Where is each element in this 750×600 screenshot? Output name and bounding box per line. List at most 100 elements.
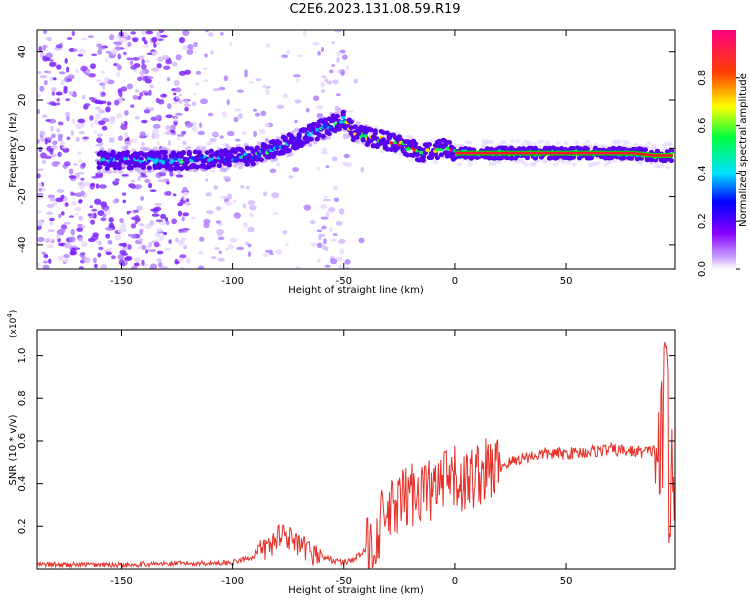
speckle-dot [95, 113, 102, 120]
speckle-dot [325, 211, 330, 217]
speckle-dot [92, 257, 97, 264]
speckle-dot [175, 54, 182, 61]
ridge-dot [368, 127, 374, 133]
speckle-dot [276, 104, 285, 110]
speckle-dot [259, 128, 266, 135]
speckle-dot [172, 61, 178, 67]
speckle-dot [63, 254, 70, 259]
ridge-halo-dot [408, 158, 414, 163]
speckle-dot [294, 99, 302, 104]
ridge-dot [468, 155, 474, 161]
speckle-dot [160, 34, 168, 38]
speckle-dot [97, 252, 102, 258]
ridge-dot [628, 156, 635, 161]
heatmap-xlabel: Height of straight line (km) [288, 285, 424, 296]
speckle-dot [237, 89, 244, 93]
speckle-dot [60, 194, 65, 200]
speckle-dot [141, 245, 146, 251]
speckle-dot [111, 255, 116, 260]
speckle-dot [247, 243, 252, 248]
speckle-dot [149, 107, 155, 112]
ridge-halo-dot [96, 170, 102, 174]
ridge-dot [438, 152, 444, 158]
speckle-dot [124, 140, 132, 147]
speckle-dot [281, 54, 288, 58]
ridge-dot [312, 122, 318, 127]
speckle-dot [193, 41, 198, 48]
speckle-dot [150, 116, 158, 122]
ridge-halo-dot [379, 149, 385, 154]
speckle-dot [176, 134, 185, 137]
speckle-dot [143, 59, 151, 63]
speckle-dot [120, 86, 128, 92]
speckle-dot [85, 69, 90, 75]
ridge-dot [276, 140, 282, 146]
svg-text:(x104): (x104) [6, 310, 19, 338]
speckle-dot [50, 145, 59, 149]
speckle-dot [229, 42, 233, 47]
speckle-dot [39, 74, 48, 79]
speckle-dot [130, 265, 138, 269]
speckle-dot [42, 264, 50, 269]
speckle-dot [249, 205, 257, 211]
y-tick-label: -40 [17, 237, 28, 253]
speckle-dot [185, 257, 191, 264]
colorbar-tick-label: 0.6 [697, 118, 708, 134]
speckle-dot [120, 123, 128, 131]
ridge-dot [332, 128, 338, 134]
speckle-dot [75, 136, 80, 143]
speckle-dot [64, 111, 71, 117]
speckle-dot [223, 75, 229, 82]
speckle-dot [208, 32, 214, 37]
speckle-dot [331, 41, 335, 45]
ridge-dot [114, 155, 120, 161]
speckle-dot [94, 101, 101, 104]
speckle-dot [153, 241, 160, 248]
speckle-dot [121, 192, 127, 196]
ridge-dot [212, 158, 218, 164]
speckle-dot [130, 65, 137, 70]
speckle-dot [340, 69, 345, 76]
speckle-dot [98, 109, 105, 114]
speckle-dot [55, 197, 64, 203]
ridge-dot [314, 136, 320, 142]
ridge-dot [162, 149, 168, 155]
speckle-dot [283, 93, 289, 99]
speckle-dot [285, 243, 289, 246]
speckle-dot [155, 97, 160, 104]
speckle-dot [117, 254, 125, 261]
speckle-dot [151, 67, 160, 73]
speckle-dot [66, 136, 71, 141]
speckle-dot [38, 188, 42, 192]
ridge-halo-dot [456, 162, 462, 167]
ridge-dot [168, 166, 174, 172]
speckle-dot [191, 216, 196, 220]
ridge-halo-dot [288, 152, 294, 157]
ridge-halo-dot [667, 141, 673, 146]
snr-ylabel: SNR (10 * v/v) [8, 414, 19, 485]
speckle-dot [262, 191, 268, 197]
speckle-dot [96, 137, 103, 143]
speckle-dot [82, 136, 90, 140]
y-tick-label: 1.0 [17, 348, 28, 364]
speckle-dot [64, 161, 71, 167]
ridge-core-dot [389, 141, 394, 145]
speckle-dot [71, 30, 76, 36]
speckle-dot [101, 70, 106, 74]
ridge-dot [340, 112, 346, 118]
speckle-dot [37, 93, 42, 98]
speckle-dot [98, 184, 107, 189]
speckle-dot [149, 263, 158, 269]
colorbar: 0.0 0.2 0.4 0.6 0.8 Normalized spectral ampl… [697, 30, 749, 277]
speckle-dot [61, 211, 65, 216]
speckle-dot [138, 223, 145, 226]
speckle-dot [45, 119, 52, 122]
ridge-halo-dot [624, 140, 630, 145]
speckle-dot [42, 260, 49, 264]
speckle-dot [49, 61, 57, 67]
speckle-dot [185, 122, 194, 128]
speckle-dot [76, 227, 83, 232]
speckle-dot [254, 112, 261, 117]
speckle-dot [328, 80, 333, 84]
speckle-dot [77, 223, 83, 228]
